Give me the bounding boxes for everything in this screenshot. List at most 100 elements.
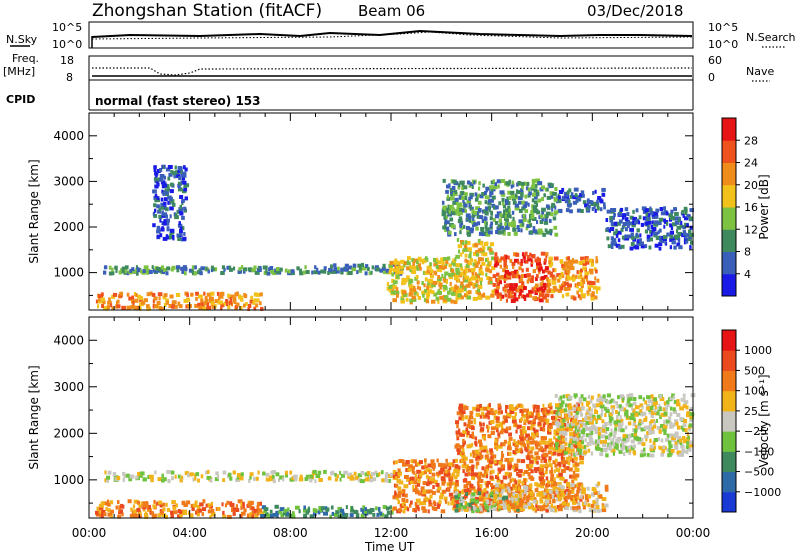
velocity-cell bbox=[483, 469, 488, 474]
velocity-colorbar-swatch bbox=[722, 350, 736, 371]
power-cell bbox=[669, 223, 673, 228]
power-cell bbox=[482, 292, 486, 297]
velocity-cell bbox=[668, 448, 672, 452]
power-cell bbox=[478, 186, 481, 191]
power-cell bbox=[586, 257, 589, 262]
power-cell bbox=[159, 174, 165, 178]
power-cell bbox=[492, 217, 496, 222]
velocity-cell bbox=[211, 512, 216, 517]
velocity-cell bbox=[406, 507, 410, 512]
power-cell bbox=[649, 211, 654, 215]
velocity-cell bbox=[557, 435, 561, 440]
velocity-cell bbox=[489, 460, 494, 465]
power-cell bbox=[259, 292, 263, 297]
power-cell bbox=[540, 251, 546, 256]
velocity-cell bbox=[510, 496, 514, 501]
power-cell bbox=[621, 215, 625, 220]
power-cell bbox=[265, 269, 268, 274]
velocity-cell bbox=[672, 423, 676, 427]
velocity-cell bbox=[559, 476, 564, 481]
power-cell bbox=[172, 202, 176, 207]
velocity-cell bbox=[512, 492, 517, 497]
velocity-cell bbox=[562, 463, 566, 468]
velocity-cell bbox=[560, 445, 564, 449]
power-cell bbox=[398, 270, 404, 275]
velocity-cell bbox=[412, 488, 416, 493]
velocity-cell bbox=[509, 472, 512, 477]
power-cell bbox=[409, 265, 412, 270]
power-cell bbox=[170, 199, 175, 204]
power-cell bbox=[459, 223, 462, 228]
velocity-cell bbox=[616, 446, 619, 451]
power-cell bbox=[97, 304, 100, 309]
velocity-cell bbox=[521, 499, 524, 504]
velocity-cell bbox=[521, 481, 524, 486]
power-cell bbox=[594, 267, 597, 272]
power-cell bbox=[519, 209, 523, 213]
power-cell bbox=[484, 200, 488, 205]
velocity-cell bbox=[127, 499, 132, 504]
power-cell bbox=[163, 197, 168, 202]
power-cell bbox=[181, 269, 185, 274]
velocity-cell bbox=[685, 405, 689, 410]
velocity-cell bbox=[588, 412, 594, 417]
velocity-cell bbox=[303, 513, 308, 518]
power-cell bbox=[491, 289, 495, 294]
velocity-cell bbox=[559, 403, 564, 408]
power-cell bbox=[503, 263, 507, 268]
power-cell bbox=[219, 300, 223, 305]
velocity-cell bbox=[353, 471, 357, 476]
velocity-cell bbox=[661, 449, 666, 454]
power-cell bbox=[160, 265, 165, 270]
power-cell bbox=[448, 275, 454, 280]
velocity-cell bbox=[424, 470, 428, 475]
velocity-cell bbox=[309, 514, 315, 519]
velocity-cell bbox=[640, 449, 645, 454]
power-cell bbox=[216, 291, 220, 296]
velocity-cell bbox=[532, 499, 537, 504]
velocity-cell bbox=[416, 461, 421, 466]
power-cell bbox=[157, 182, 160, 187]
power-cell bbox=[556, 273, 562, 278]
power-cell bbox=[445, 279, 448, 284]
velocity-cell bbox=[688, 427, 692, 432]
power-cell bbox=[629, 246, 634, 251]
velocity-cell bbox=[464, 477, 467, 482]
velocity-cell bbox=[435, 482, 440, 487]
power-cell bbox=[550, 212, 554, 217]
velocity-cell bbox=[460, 413, 464, 418]
velocity-cell bbox=[471, 509, 475, 514]
velocity-cell bbox=[455, 482, 459, 487]
power-cell bbox=[505, 181, 510, 186]
power-cell bbox=[162, 221, 168, 226]
velocity-cell bbox=[367, 476, 371, 481]
power-cell bbox=[511, 271, 515, 275]
velocity-cell bbox=[653, 420, 657, 425]
velocity-cell bbox=[416, 469, 422, 474]
velocity-cell bbox=[103, 512, 107, 517]
velocity-cell bbox=[194, 473, 197, 478]
power-cell bbox=[504, 222, 508, 226]
velocity-cell bbox=[561, 434, 566, 439]
velocity-cell bbox=[575, 462, 580, 467]
velocity-cell bbox=[523, 492, 526, 497]
velocity-cell bbox=[364, 507, 367, 512]
power-cell bbox=[670, 226, 674, 231]
velocity-cell bbox=[545, 453, 549, 458]
velocity-cell bbox=[670, 449, 675, 453]
power-cell bbox=[572, 274, 575, 279]
power-cell bbox=[178, 187, 183, 192]
velocity-cell bbox=[493, 498, 497, 503]
velocity-cell bbox=[604, 413, 607, 417]
velocity-cell bbox=[665, 437, 670, 442]
velocity-cell bbox=[524, 418, 529, 423]
velocity-cell bbox=[629, 448, 632, 453]
velocity-colorbar-label: 100 bbox=[744, 385, 765, 398]
velocity-region-2 bbox=[260, 504, 394, 519]
velocity-cell bbox=[575, 410, 579, 415]
power-cell bbox=[170, 170, 174, 175]
velocity-cell bbox=[541, 448, 545, 453]
velocity-cell bbox=[616, 414, 619, 419]
power-cell bbox=[470, 195, 473, 200]
velocity-cell bbox=[531, 432, 536, 437]
